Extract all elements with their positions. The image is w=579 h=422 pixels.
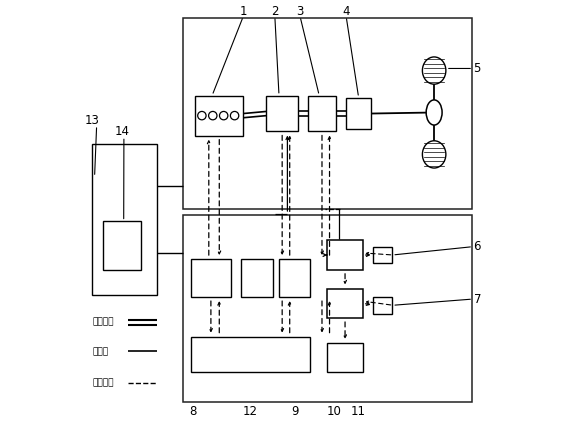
FancyBboxPatch shape xyxy=(346,98,371,129)
Text: 10: 10 xyxy=(327,405,342,418)
FancyBboxPatch shape xyxy=(266,96,298,131)
Text: 8: 8 xyxy=(189,405,197,418)
Text: 机械连接: 机械连接 xyxy=(93,318,114,327)
FancyBboxPatch shape xyxy=(279,259,310,297)
FancyBboxPatch shape xyxy=(327,241,363,270)
FancyBboxPatch shape xyxy=(373,297,392,314)
Text: 5: 5 xyxy=(474,62,481,75)
Text: 13: 13 xyxy=(85,114,100,127)
Text: 控制信号: 控制信号 xyxy=(93,379,114,387)
Ellipse shape xyxy=(423,141,446,168)
Text: 9: 9 xyxy=(291,405,299,418)
FancyBboxPatch shape xyxy=(309,96,336,131)
FancyBboxPatch shape xyxy=(93,144,157,295)
Text: 12: 12 xyxy=(242,405,257,418)
Text: 2: 2 xyxy=(271,5,278,19)
FancyBboxPatch shape xyxy=(327,289,363,318)
Text: 1: 1 xyxy=(240,5,247,19)
FancyBboxPatch shape xyxy=(103,222,141,270)
Text: 电信号: 电信号 xyxy=(93,347,109,356)
FancyBboxPatch shape xyxy=(191,337,310,372)
Ellipse shape xyxy=(423,57,446,84)
FancyBboxPatch shape xyxy=(191,259,231,297)
Text: 4: 4 xyxy=(342,5,350,19)
Text: 11: 11 xyxy=(350,405,365,418)
Ellipse shape xyxy=(426,100,442,125)
FancyBboxPatch shape xyxy=(241,259,273,297)
Text: 7: 7 xyxy=(474,292,481,306)
FancyBboxPatch shape xyxy=(373,246,392,263)
FancyBboxPatch shape xyxy=(195,96,243,135)
Text: 14: 14 xyxy=(114,125,129,138)
Text: 3: 3 xyxy=(296,5,303,19)
FancyBboxPatch shape xyxy=(182,215,472,402)
FancyBboxPatch shape xyxy=(182,18,472,209)
FancyBboxPatch shape xyxy=(327,343,363,372)
Text: 6: 6 xyxy=(474,240,481,253)
